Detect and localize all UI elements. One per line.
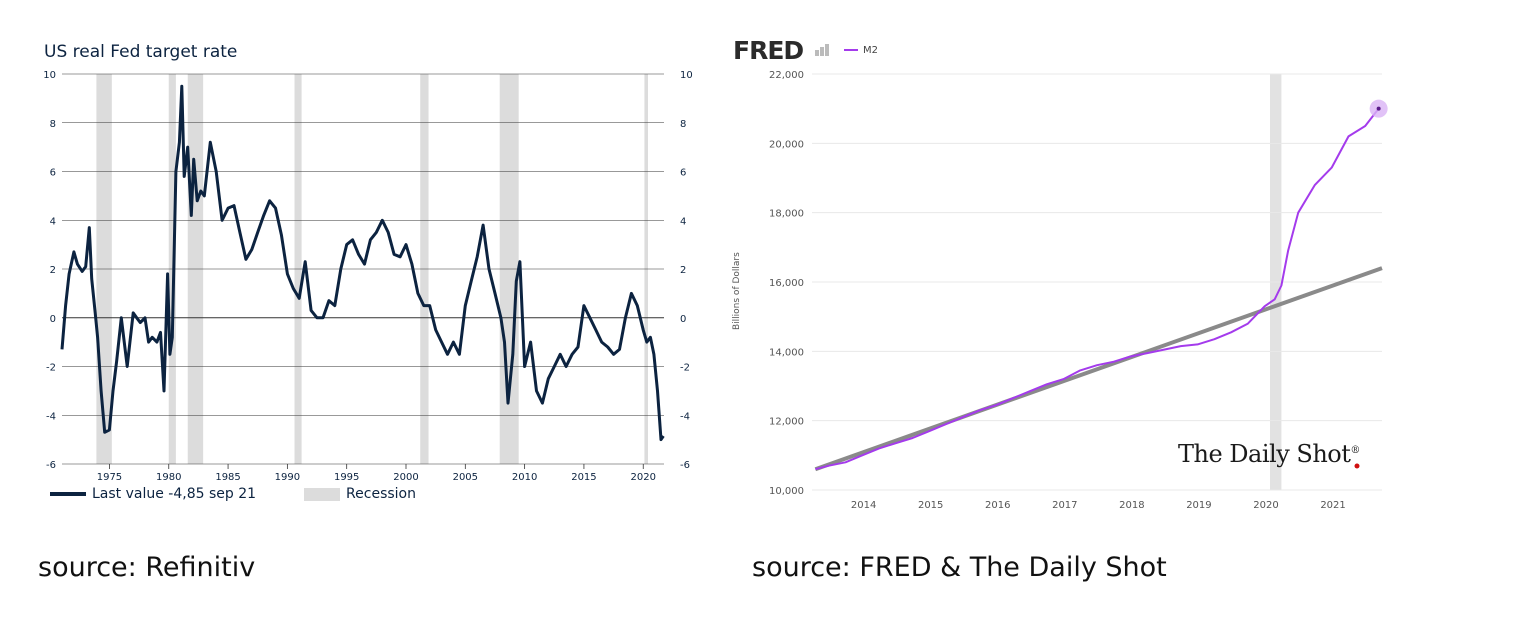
y-tick-label-right: 6 (680, 168, 686, 179)
x-tick-label: 1985 (215, 472, 240, 483)
x-tick-label: 2020 (1253, 500, 1278, 511)
y-tick-label-left: 0 (50, 314, 56, 325)
y-tick-label-left: -2 (46, 363, 56, 374)
y-tick-label: 14,000 (769, 347, 804, 358)
m2-legend-swatch (844, 49, 858, 51)
x-tick-label: 2016 (985, 500, 1010, 511)
x-tick-label: 2014 (851, 500, 876, 511)
watermark-dot (1354, 463, 1360, 469)
y-tick-label: 12,000 (769, 417, 804, 428)
x-tick-label: 2000 (393, 472, 418, 483)
fed-rate-line (60, 84, 665, 442)
y-tick-label-right: 4 (680, 216, 686, 227)
x-tick-label: 1980 (156, 472, 181, 483)
y-tick-label: 18,000 (769, 209, 804, 220)
x-tick-label: 2015 (571, 472, 596, 483)
x-tick-label: 2018 (1119, 500, 1144, 511)
m2-legend-label: M2 (863, 45, 878, 56)
x-tick-label: 1995 (334, 472, 359, 483)
m2-y-axis-label: Billions of Dollars (732, 252, 742, 330)
daily-shot-text: The Daily Shot (1178, 440, 1351, 468)
y-tick-label-right: 0 (680, 314, 686, 325)
y-tick-label-left: 6 (50, 168, 56, 179)
left-chart-legend: Last value -4,85 sep 21 Recession (50, 486, 416, 502)
x-tick-label: 2019 (1186, 500, 1211, 511)
fed-rate-chart: 10 10 8 8 6 6 4 4 2 2 0 0 -2 -2 -4 -4 -6 -6 1975 1980 1985 19… (43, 70, 692, 483)
x-tick-label: 2005 (453, 472, 478, 483)
y-tick-label-right: 2 (680, 265, 686, 276)
y-tick-label-right: -2 (680, 363, 690, 374)
y-tick-label-left: 10 (43, 70, 56, 81)
y-tick-label-right: -6 (680, 460, 690, 471)
legend-recession-label: Recession (346, 486, 416, 502)
y-tick-label-right: 8 (680, 119, 686, 130)
y-tick-label: 22,000 (769, 70, 804, 81)
legend-line-swatch (50, 492, 86, 496)
daily-shot-watermark: The Daily Shot® (1178, 440, 1360, 468)
y-tick-label-left: -4 (46, 411, 56, 422)
trend-line (814, 266, 1383, 472)
legend-recession-swatch (304, 487, 341, 501)
fred-logo: FRED (733, 36, 804, 65)
y-tick-label-left: 8 (50, 119, 56, 130)
x-tick-label: 2010 (512, 472, 537, 483)
y-tick-label: 10,000 (769, 486, 804, 497)
left-chart-title: US real Fed target rate (44, 42, 238, 62)
y-tick-label-left: 2 (50, 265, 56, 276)
m2-legend: M2 (844, 45, 878, 56)
y-tick-label-right: -4 (680, 411, 690, 422)
x-tick-label: 2015 (918, 500, 943, 511)
y-tick-label: 20,000 (769, 139, 804, 150)
fred-chart-icon (815, 44, 829, 56)
y-tick-label: 16,000 (769, 278, 804, 289)
y-tick-label-left: 4 (50, 216, 56, 227)
right-source-caption: source: FRED & The Daily Shot (752, 552, 1167, 583)
x-tick-label: 2020 (631, 472, 656, 483)
legend-line-label: Last value -4,85 sep 21 (92, 486, 257, 502)
m2-chart: 10,000 12,000 14,000 16,000 18,000 20,000 22,0… (769, 70, 1388, 511)
x-tick-label: 1975 (97, 472, 122, 483)
left-source-caption: source: Refinitiv (38, 552, 256, 583)
x-tick-label: 1990 (275, 472, 300, 483)
m2-last-point (1376, 106, 1381, 111)
x-tick-label: 2021 (1320, 500, 1345, 511)
y-tick-label-right: 10 (680, 70, 693, 81)
x-tick-label: 2017 (1052, 500, 1077, 511)
y-tick-label-left: -6 (46, 460, 56, 471)
m2-line (815, 108, 1380, 471)
